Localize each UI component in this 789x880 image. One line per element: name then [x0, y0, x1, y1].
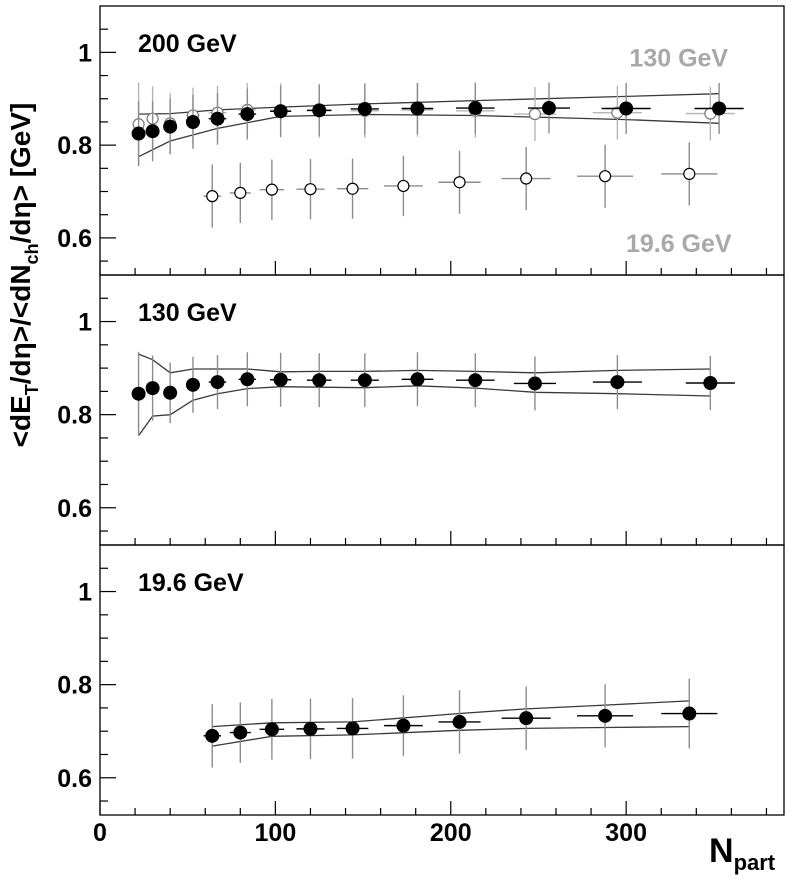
- data-point: [619, 101, 634, 116]
- series-filled: [131, 82, 744, 167]
- data-point: [206, 190, 219, 203]
- data-point: [273, 104, 288, 119]
- data-point: [357, 101, 372, 116]
- data-point: [453, 176, 466, 189]
- data-point: [240, 107, 255, 122]
- data-point: [312, 373, 327, 388]
- y-tick-label: 0.6: [57, 225, 92, 253]
- y-tick-label: 1: [78, 309, 92, 337]
- data-point: [610, 375, 625, 390]
- y-tick-label: 0.6: [57, 765, 92, 793]
- data-point: [452, 714, 467, 729]
- x-axis-label-main: N: [709, 832, 734, 870]
- data-point: [357, 373, 372, 388]
- data-point: [682, 706, 697, 721]
- series-filled: [131, 351, 735, 436]
- y-axis-label-part-3: /dη>/<dN: [5, 264, 36, 384]
- series-open-gray: [132, 82, 735, 167]
- data-point: [304, 183, 317, 196]
- data-point: [240, 372, 255, 387]
- data-point: [233, 725, 248, 740]
- x-axis-label: Npart: [709, 832, 776, 875]
- data-point: [683, 167, 696, 180]
- data-point: [410, 372, 425, 387]
- data-point: [145, 381, 160, 396]
- y-axis-label-part-1: <dE: [5, 395, 36, 447]
- annotation-label: 130 GeV: [629, 44, 728, 72]
- y-axis-label-part-5: /dη> [GeV]: [5, 103, 36, 244]
- data-point: [264, 722, 279, 737]
- y-axis-label-part-2: T: [22, 384, 42, 395]
- series-open-black: [203, 142, 718, 228]
- x-tick-label: 300: [605, 819, 647, 847]
- data-point: [273, 372, 288, 387]
- panel-label: 19.6 GeV: [138, 569, 244, 597]
- y-tick-label: 0.8: [57, 672, 92, 700]
- data-point: [185, 377, 200, 392]
- y-axis-label: <dET/dη>/<dNch/dη> [GeV]: [5, 103, 42, 448]
- systematic-band-line: [138, 113, 720, 158]
- data-point: [312, 103, 327, 118]
- data-point: [599, 170, 612, 183]
- data-point: [205, 728, 220, 743]
- data-point: [210, 375, 225, 390]
- data-point: [703, 376, 718, 390]
- x-axis-label-sub: part: [734, 850, 776, 875]
- systematic-band-line: [212, 700, 690, 728]
- data-point: [528, 107, 542, 121]
- y-tick-label: 1: [78, 39, 92, 67]
- data-point: [541, 101, 556, 116]
- data-point: [527, 376, 542, 391]
- data-point: [598, 708, 613, 723]
- x-tick-label: 100: [255, 819, 297, 847]
- panel-1: 0.6 0.8 1 200 GeV 130 GeV 19.6 GeV: [57, 5, 785, 276]
- series-filled: [203, 678, 718, 768]
- annotation-label: 19.6 GeV: [626, 230, 732, 258]
- data-point: [131, 126, 146, 141]
- panel-label: 200 GeV: [138, 30, 237, 58]
- systematic-band-line: [138, 353, 711, 374]
- data-point: [519, 711, 534, 726]
- data-point: [397, 179, 410, 193]
- data-point: [163, 385, 178, 400]
- data-point: [145, 124, 160, 139]
- panel-2: 0.6 0.8 1 130 GeV: [57, 274, 785, 546]
- data-point: [468, 373, 483, 388]
- data-point: [303, 721, 318, 736]
- panel-frame: [99, 544, 785, 816]
- data-point: [163, 119, 178, 134]
- panel-3: 0.6 0.8 1 0 100 200 300 19.6 GeV: [57, 544, 785, 847]
- x-tick-label: 200: [430, 819, 472, 847]
- panel-label: 130 GeV: [138, 299, 237, 327]
- data-point: [468, 101, 483, 116]
- chart-panels: 0.6 0.8 1 200 GeV 130 GeV 19.6 GeV 0.6 0.8 1 130 …: [57, 5, 785, 847]
- data-point: [131, 386, 146, 401]
- data-point: [346, 182, 359, 195]
- y-tick-label: 0.6: [57, 495, 92, 523]
- data-point: [265, 183, 278, 196]
- x-tick-label: 0: [93, 819, 107, 847]
- data-point: [185, 114, 200, 129]
- data-point: [345, 721, 360, 736]
- data-point: [396, 718, 411, 733]
- data-point: [520, 172, 533, 185]
- y-tick-label: 1: [78, 579, 92, 607]
- data-point: [712, 101, 727, 116]
- data-point: [234, 186, 247, 200]
- y-tick-label: 0.8: [57, 402, 92, 430]
- data-point: [410, 101, 425, 116]
- y-axis-label-part-4: ch: [22, 243, 42, 264]
- systematic-band-line: [138, 385, 711, 436]
- y-tick-label: 0.8: [57, 132, 92, 160]
- data-point: [210, 111, 225, 126]
